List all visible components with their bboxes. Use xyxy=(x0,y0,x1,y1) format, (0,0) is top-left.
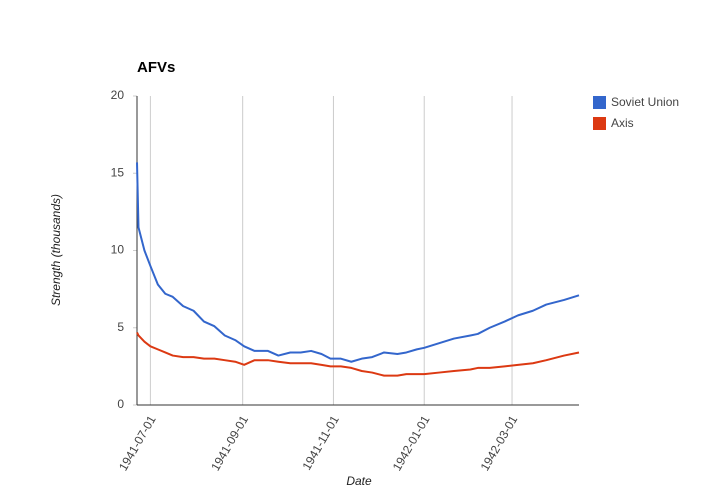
legend-label: Axis xyxy=(611,116,634,130)
series-line xyxy=(136,331,580,377)
y-tick-label: 15 xyxy=(111,165,125,179)
legend-label: Soviet Union xyxy=(611,95,679,109)
x-tick-label: 1941-07-01 xyxy=(116,413,159,473)
x-tick-label: 1941-11-01 xyxy=(299,413,342,473)
x-tick-label: 1941-09-01 xyxy=(208,413,251,473)
legend-swatch xyxy=(593,96,606,109)
y-tick-label: 5 xyxy=(117,320,124,334)
x-axis-title: Date xyxy=(346,474,372,488)
x-tick-label: 1942-03-01 xyxy=(478,413,521,473)
y-tick-label: 10 xyxy=(111,243,125,257)
y-axis-title: Strength (thousands) xyxy=(49,194,63,306)
y-tick-label: 20 xyxy=(111,88,125,102)
legend-swatch xyxy=(593,117,606,130)
chart-title: AFVs xyxy=(137,59,175,76)
y-tick-label: 0 xyxy=(117,397,124,411)
x-tick-label: 1942-01-01 xyxy=(390,413,433,473)
series-line xyxy=(136,162,580,363)
